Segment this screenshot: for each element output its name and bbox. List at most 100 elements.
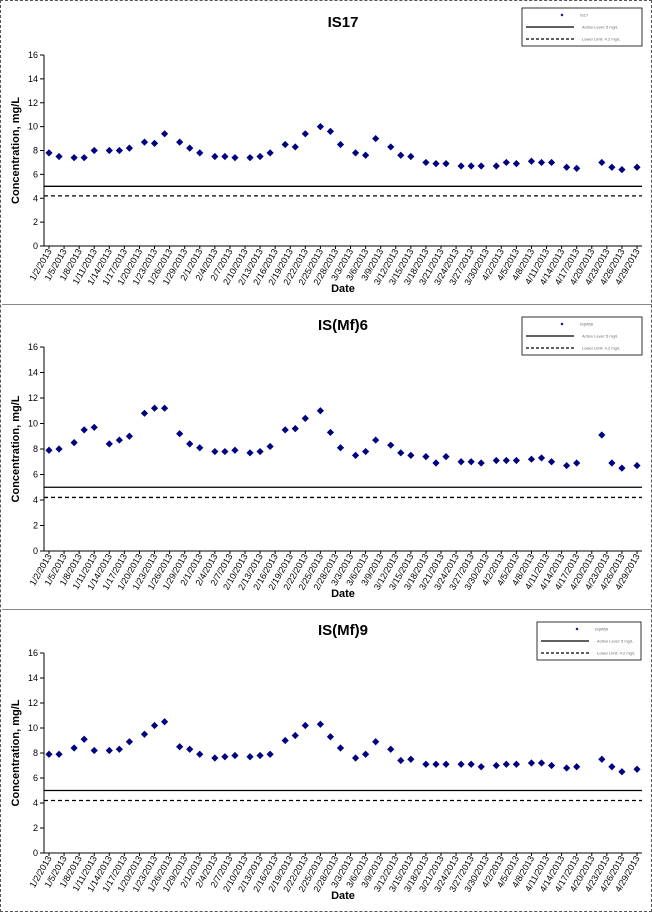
data-point [457,760,465,768]
chart-ismf9: IS(Mf)902468101214161/2/20131/5/20131/8/… [10,621,642,902]
data-point [231,751,239,760]
data-point [125,738,134,746]
data-point [281,736,289,745]
data-point [115,436,123,444]
data-point [547,158,556,167]
y-tick-label: 12 [28,393,38,403]
data-point [90,146,98,155]
data-point [537,759,546,767]
data-point [231,446,239,454]
data-point [608,459,616,467]
data-point [125,144,134,152]
data-point [563,163,571,171]
data-point [372,134,380,143]
data-point [160,130,169,138]
y-tick-label: 10 [28,122,38,132]
legend-label: Action Level: 5 mg/L [582,25,619,30]
data-point [432,459,440,467]
y-tick-label: 16 [28,50,38,60]
data-point [176,138,184,146]
data-point [512,456,520,465]
data-point [442,160,450,168]
data-point [432,760,440,768]
legend-marker-icon [560,13,564,17]
data-point [221,152,229,161]
data-point [196,750,204,758]
y-tick-label: 0 [33,241,38,251]
data-point [477,162,485,170]
data-point [140,409,149,417]
data-point [502,760,510,768]
data-point [387,441,395,449]
data-point [221,447,229,456]
data-point [457,162,465,170]
data-point [608,163,616,171]
data-point [573,763,581,771]
data-point [80,735,88,743]
data-point [512,160,520,168]
data-point [598,755,606,763]
chart-panel-is17: IS17 0 2 4 6 8 10 12 14 16 1/2/2013 1/5/2013 1/8/201… [2,2,652,304]
data-point [397,756,405,765]
legend: IS17 Action Level: 5 mg/L Lower Limit: 4.2… [521,7,643,47]
legend-marker-icon [575,627,579,631]
data-point [442,453,450,461]
data-point [537,158,546,167]
y-tick-label: 14 [28,673,38,683]
data-point [527,759,536,767]
data-point [140,730,149,738]
data-point [150,139,159,147]
data-point [618,768,626,776]
legend: IS(Mf)9 Action Level: 5 mg/L Lower Limit: … [536,621,642,661]
data-point [351,149,360,157]
data-point [160,718,169,726]
y-tick-label: 2 [33,823,38,833]
data-point [467,458,475,466]
x-axis-label: Date [331,890,355,902]
data-point [492,761,500,770]
data-point [633,163,641,171]
data-point [397,151,405,159]
data-point [115,745,123,753]
y-tick-label: 2 [33,521,38,531]
data-point [387,143,395,151]
chart-is17: IS1702468101214161/2/20131/5/20131/8/201… [10,7,643,295]
data-point [422,760,430,768]
chart-title: IS(Mf)6 [318,317,368,334]
data-point [422,453,430,461]
data-point [547,761,556,770]
data-point [467,162,475,170]
y-tick-label: 4 [33,798,38,808]
legend: IS(Mf)6 Action Level: 5 mg/L Lower Limit: … [521,316,643,356]
y-axis-label: Concentration, mg/L [10,395,22,502]
data-point [512,760,520,768]
y-tick-label: 6 [33,773,38,783]
data-point [598,431,606,439]
data-point [45,149,53,157]
data-point [387,745,395,753]
data-point [316,123,324,131]
data-point [301,721,309,730]
data-point [397,449,405,457]
legend-label: Action Level: 5 mg/L [597,639,634,644]
data-point [266,442,274,451]
legend-label: Lower Limit: 4.2 mg/L [582,346,621,351]
y-tick-label: 6 [33,169,38,179]
data-point [105,440,113,448]
data-point [160,404,169,412]
data-point [221,753,229,761]
y-tick-label: 0 [33,546,38,556]
data-point [316,407,324,415]
y-tick-label: 12 [28,98,38,108]
y-tick-label: 8 [33,444,38,454]
data-point [301,130,309,138]
data-point [125,432,134,440]
data-point [55,750,63,758]
data-point [70,744,78,752]
y-tick-label: 4 [33,193,38,203]
y-tick-label: 10 [28,419,38,429]
data-point [45,750,53,758]
x-axis-label: Date [331,283,355,295]
data-point [362,151,370,159]
data-point [407,755,415,763]
